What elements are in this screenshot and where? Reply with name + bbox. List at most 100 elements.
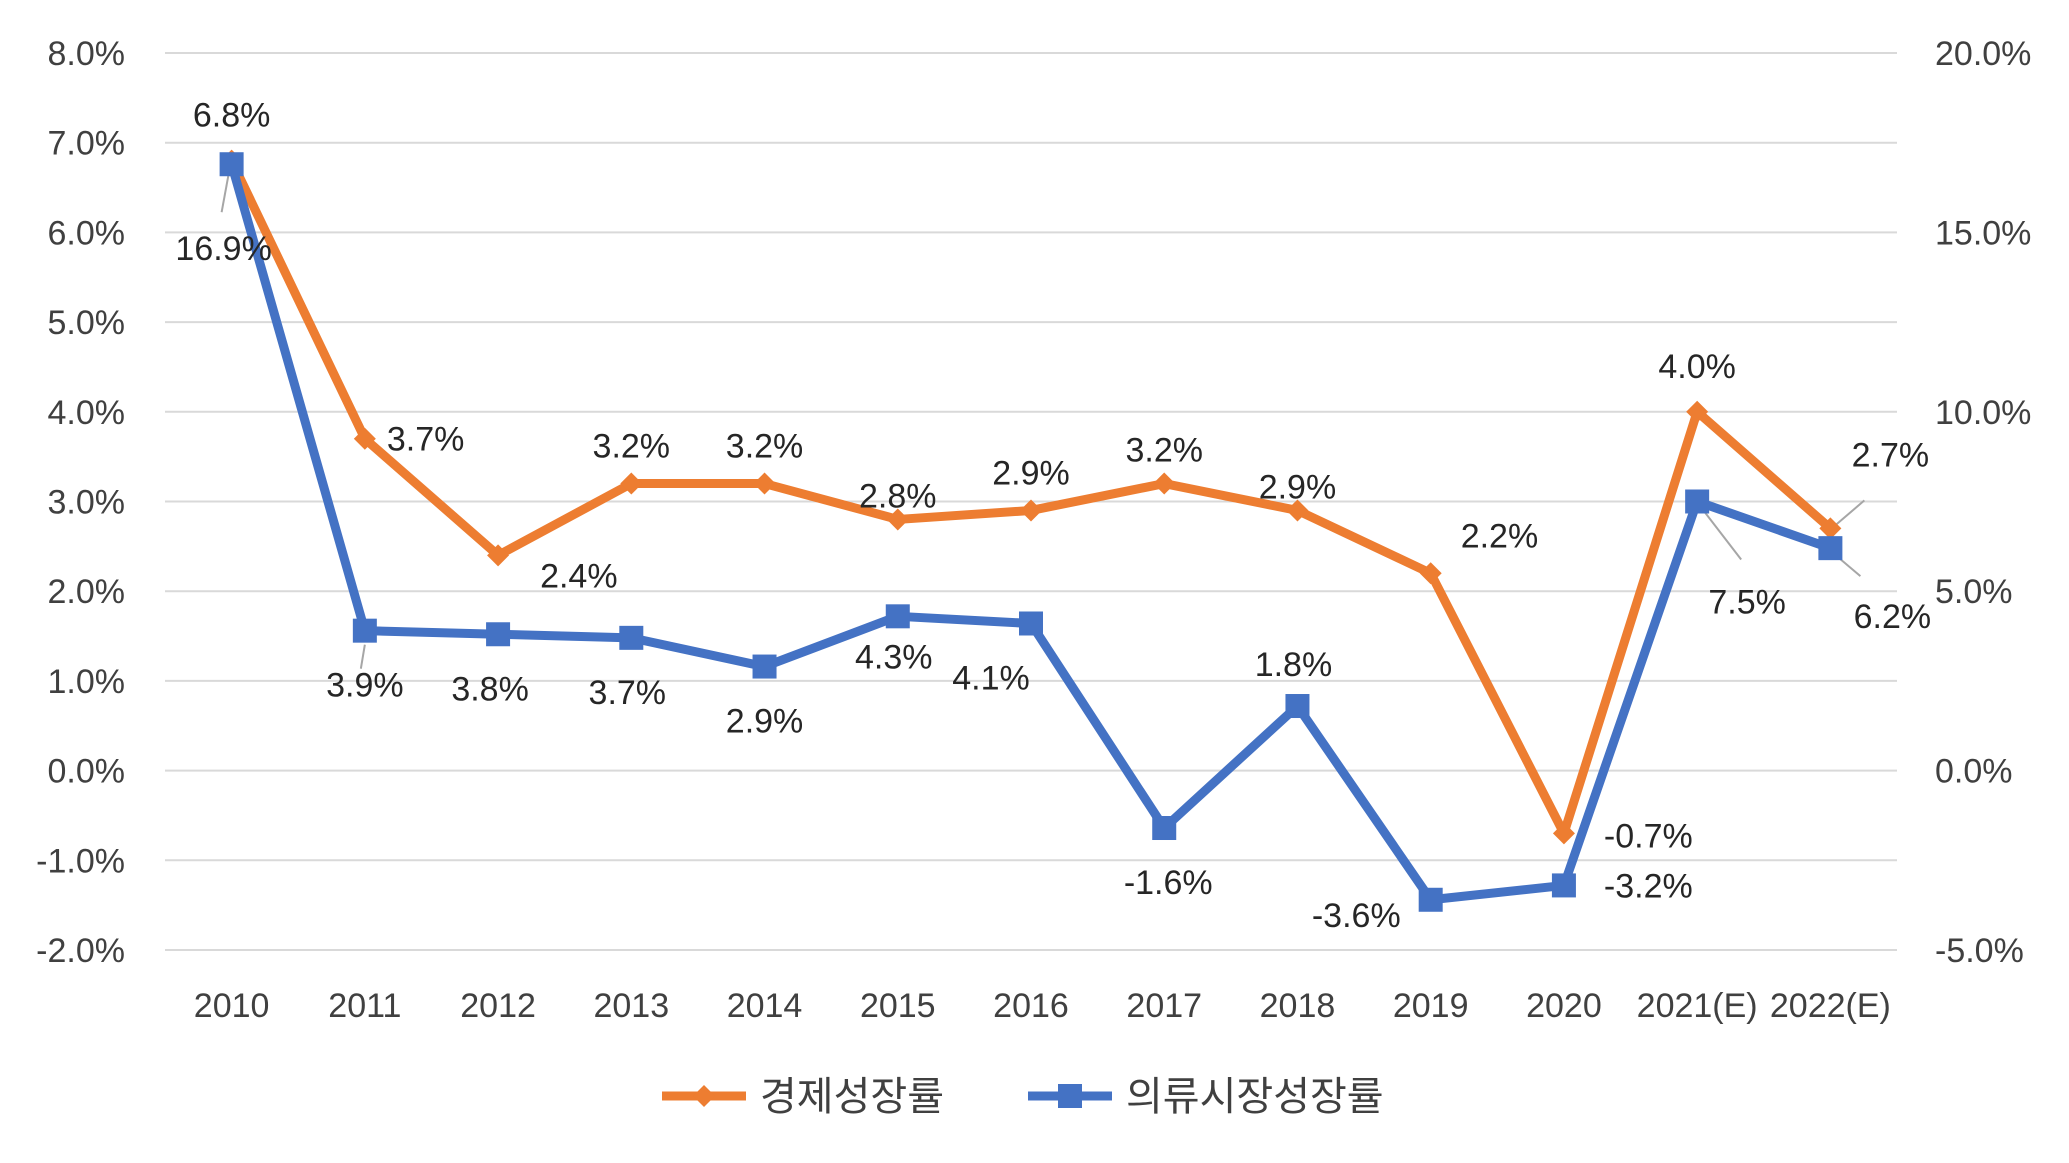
data-label: 7.5% <box>1708 584 1786 622</box>
left-axis-tick-label: 1.0% <box>48 663 126 701</box>
data-label: 2.4% <box>540 557 618 595</box>
legend: 경제성장률 의류시장성장률 <box>662 1075 1384 1119</box>
leader-line <box>1700 506 1742 561</box>
right-axis-tick-labels: 20.0% 15.0% 10.0% 5.0% 0.0% -5.0% <box>1935 35 2031 970</box>
x-axis-tick-label: 2017 <box>1126 987 1202 1025</box>
x-axis-tick-label: 2013 <box>593 987 669 1025</box>
right-axis-tick-label: 20.0% <box>1935 35 2031 73</box>
legend-marker-diamond <box>693 1085 715 1107</box>
right-axis-tick-label: 5.0% <box>1935 573 2013 611</box>
left-axis-tick-label: 8.0% <box>48 35 126 73</box>
left-axis-tick-label: 0.0% <box>48 753 126 791</box>
data-label: 3.8% <box>451 670 529 708</box>
series-lines <box>219 149 1843 912</box>
series-1 <box>220 149 1842 845</box>
series-line-1 <box>227 156 1835 838</box>
data-label: -3.6% <box>1312 897 1401 935</box>
data-label: 3.7% <box>589 674 667 712</box>
series-2 <box>219 152 1843 912</box>
data-point-diamond <box>1686 400 1709 423</box>
left-axis-tick-label: -2.0% <box>36 932 125 970</box>
data-point-square <box>1019 611 1043 636</box>
left-axis-tick-label: 5.0% <box>48 304 126 342</box>
x-axis-tick-label: 2019 <box>1393 987 1469 1025</box>
data-label: 16.9% <box>175 230 271 268</box>
x-axis-tick-label: 2012 <box>460 987 536 1025</box>
x-axis-tick-label: 2010 <box>194 987 270 1025</box>
data-label: 2.9% <box>992 454 1070 492</box>
data-point-square <box>1685 489 1710 514</box>
x-axis-tick-label: 2022(E) <box>1770 987 1891 1025</box>
data-point-diamond <box>1286 499 1309 522</box>
legend-item-2: 의류시장성장률 <box>1028 1075 1384 1119</box>
data-point-diamond <box>487 544 510 567</box>
left-axis-tick-label: 7.0% <box>48 125 126 163</box>
x-axis-tick-label: 2014 <box>727 987 803 1025</box>
data-point-square <box>885 604 910 629</box>
legend-marker-square <box>1058 1084 1082 1108</box>
data-label: 4.1% <box>952 659 1030 697</box>
data-label: 3.7% <box>387 421 465 459</box>
data-label: 2.2% <box>1461 517 1539 555</box>
label-leader-lines <box>220 174 1866 669</box>
data-label: 2.9% <box>726 703 804 741</box>
data-point-square <box>1285 694 1310 719</box>
data-point-diamond <box>1552 822 1575 845</box>
data-point-diamond <box>620 472 643 495</box>
data-point-diamond <box>353 427 376 450</box>
x-axis-tick-label: 2020 <box>1526 987 1602 1025</box>
x-axis-tick-label: 2011 <box>328 987 401 1025</box>
left-axis-tick-label: 2.0% <box>48 573 126 611</box>
data-point-diamond <box>1020 499 1042 522</box>
data-label: 3.9% <box>326 667 404 705</box>
data-point-diamond <box>1419 562 1442 585</box>
data-point-square <box>1551 873 1576 898</box>
data-point-square <box>1818 536 1843 561</box>
data-label: 4.3% <box>855 638 933 676</box>
data-point-square <box>1152 816 1177 841</box>
data-point-square <box>352 618 377 643</box>
data-label: 2.7% <box>1852 436 1930 474</box>
x-axis-tick-label: 2018 <box>1260 987 1336 1025</box>
data-label: 4.0% <box>1658 348 1736 386</box>
leader-line <box>359 644 366 669</box>
right-axis-tick-label: 15.0% <box>1935 214 2031 252</box>
data-point-square <box>1418 887 1443 912</box>
data-point-square <box>219 152 244 177</box>
left-axis-tick-labels: 8.0% 7.0% 6.0% 5.0% 4.0% 3.0% 2.0% 1.0% 0.0% -1.0… <box>36 35 125 970</box>
data-label: 3.2% <box>1125 432 1203 470</box>
legend-label: 의류시장성장률 <box>1126 1075 1384 1119</box>
data-label: 6.8% <box>193 97 271 135</box>
legend-label: 경제성장률 <box>760 1075 944 1119</box>
data-point-diamond <box>1153 472 1176 495</box>
data-point-diamond <box>1819 517 1842 540</box>
left-axis-tick-label: 3.0% <box>48 484 126 522</box>
data-labels: 6.8% 3.7% 2.4% 3.2% 3.2% 2.8% 2.9% 3.2% 2.9% 2.2%… <box>175 97 1931 935</box>
data-point-diamond <box>886 508 909 531</box>
x-axis-tick-label: 2016 <box>993 987 1069 1025</box>
right-axis-tick-label: 0.0% <box>1935 753 2013 791</box>
data-label: -1.6% <box>1124 864 1213 902</box>
left-axis-tick-label: 4.0% <box>48 394 126 432</box>
leader-line <box>220 174 230 213</box>
data-label: 2.9% <box>1259 468 1337 506</box>
data-point-diamond <box>753 472 776 495</box>
data-label: 6.2% <box>1854 598 1932 636</box>
right-axis-tick-label: 10.0% <box>1935 394 2031 432</box>
data-label: 2.8% <box>859 477 937 515</box>
left-axis-tick-label: -1.0% <box>36 842 125 880</box>
x-axis-tick-labels: 2010 2011 2012 2013 2014 2015 2016 2017 2018 2019… <box>194 987 1891 1025</box>
data-label: 1.8% <box>1255 646 1333 684</box>
data-label: -3.2% <box>1604 867 1693 905</box>
x-axis-tick-label: 2015 <box>860 987 936 1025</box>
data-label: 3.2% <box>593 428 671 466</box>
leader-line <box>1835 499 1866 526</box>
data-point-square <box>752 654 777 679</box>
data-label: 3.2% <box>726 428 804 466</box>
data-label: -0.7% <box>1604 817 1693 855</box>
right-axis-tick-label: -5.0% <box>1935 932 2024 970</box>
x-axis-tick-label: 2021(E) <box>1637 987 1758 1025</box>
data-point-square <box>486 622 511 647</box>
